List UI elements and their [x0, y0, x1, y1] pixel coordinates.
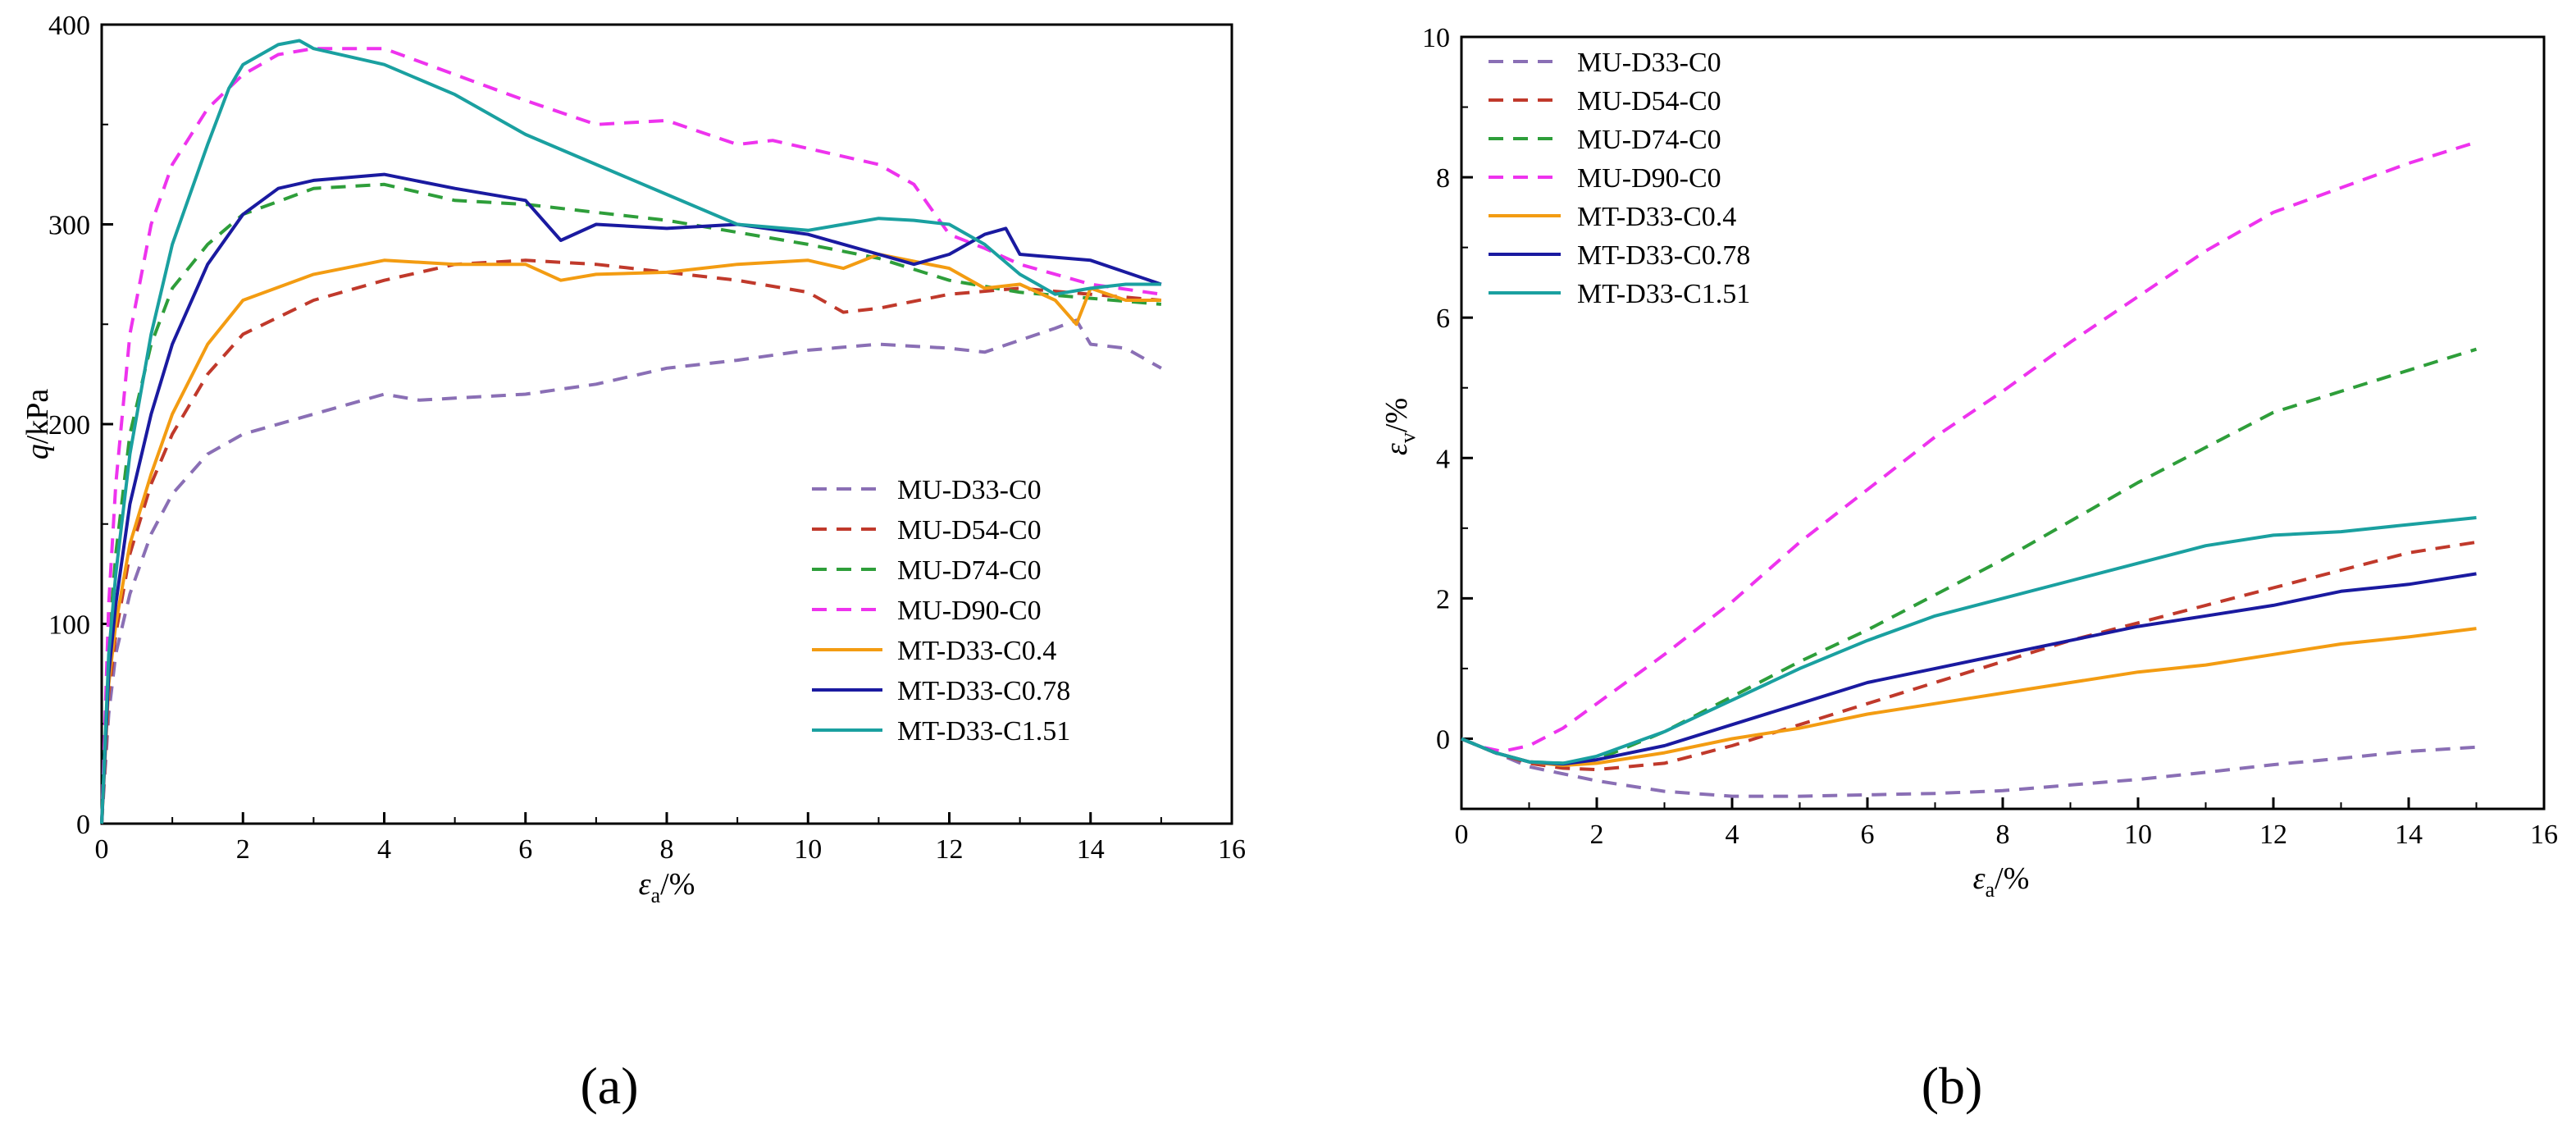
- legend-label: MT-D33-C1.51: [897, 716, 1070, 747]
- y-tick-label: 100: [48, 610, 90, 641]
- x-axis-symbol: ε: [1973, 861, 1986, 896]
- y-tick-label: 300: [48, 211, 90, 241]
- y-tick-label: 10: [1422, 23, 1450, 53]
- legend-label: MU-D54-C0: [897, 515, 1042, 546]
- y-axis-symbol: q: [21, 444, 55, 459]
- x-axis-unit: /%: [660, 867, 695, 902]
- y-tick-label: 6: [1436, 304, 1450, 334]
- x-tick-label: 10: [2124, 820, 2152, 850]
- y-axis-label: εv/%: [1379, 398, 1420, 455]
- series-line-mt-d33-c1-51: [100, 39, 1161, 824]
- series-line-mu-d74-c0: [1461, 347, 2478, 765]
- series-line-mt-d33-c1-51: [1461, 516, 2477, 765]
- legend-label: MU-D54-C0: [1577, 86, 1721, 116]
- series-line-mt-d33-c0-78: [100, 172, 1162, 824]
- x-tick-label: 8: [660, 834, 674, 865]
- x-tick-label: 2: [1590, 820, 1604, 850]
- series-line-mu-d90-c0: [1461, 140, 2478, 753]
- legend-label: MT-D33-C0.78: [897, 676, 1070, 706]
- x-axis-label: εa/%: [1973, 861, 2030, 902]
- x-tick-label: 6: [1861, 820, 1875, 850]
- y-tick-label: 8: [1436, 163, 1450, 194]
- y-tick-label: 4: [1436, 444, 1450, 474]
- legend: MU-D33-C0 MU-D54-C0 MU-D74-C0 MU-D90-C0 MT-D…: [812, 475, 1070, 747]
- legend-label: MT-D33-C1.51: [1577, 279, 1750, 309]
- series-line-mt-d33-c0-78: [1461, 572, 2477, 766]
- series-line-mu-d90-c0: [100, 47, 1162, 824]
- x-axis-subscript: a: [1986, 878, 1995, 902]
- y-axis-subscript: v: [1396, 432, 1420, 443]
- x-tick-label: 4: [377, 834, 391, 865]
- x-tick-label: 14: [2395, 820, 2423, 850]
- x-tick-label: 16: [1218, 834, 1246, 865]
- x-tick-label: 4: [1726, 820, 1739, 850]
- series-line-mu-d54-c0: [100, 258, 1162, 824]
- x-tick-label: 0: [1455, 820, 1469, 850]
- y-tick-label: 400: [48, 11, 90, 41]
- y-axis-symbol: ε: [1379, 443, 1414, 455]
- legend-label: MU-D33-C0: [1577, 48, 1721, 78]
- x-tick-label: 10: [794, 834, 822, 865]
- x-tick-label: 2: [236, 834, 250, 865]
- legend-label: MU-D33-C0: [897, 475, 1042, 505]
- y-axis-unit: /kPa: [21, 389, 55, 445]
- y-axis-label: q/kPa: [21, 389, 55, 460]
- x-tick-label: 12: [2259, 820, 2287, 850]
- legend-label: MU-D74-C0: [1577, 125, 1721, 155]
- x-axis-subscript: a: [651, 884, 661, 907]
- legend-label: MT-D33-C0.4: [897, 636, 1056, 666]
- x-axis-label: εa/%: [639, 867, 695, 907]
- x-axis-symbol: ε: [639, 867, 651, 902]
- series-line-mt-d33-c0-4: [100, 253, 1161, 824]
- panel-label: (a): [580, 1057, 638, 1115]
- series-line-mt-d33-c0-4: [1461, 627, 2477, 767]
- y-axis-unit: /%: [1379, 398, 1414, 432]
- series-line-mu-d33-c0: [100, 318, 1162, 824]
- x-tick-label: 6: [518, 834, 532, 865]
- x-axis-unit: /%: [1995, 861, 2029, 896]
- panel-b-chart: 0 2 4 6 8 10 12 14 160246810MU-D33-C0MU-D54-C0MU…: [1379, 23, 2558, 1115]
- x-tick-label: 16: [2530, 820, 2558, 850]
- legend-label: MU-D74-C0: [897, 555, 1042, 586]
- legend-label: MU-D90-C0: [897, 596, 1042, 626]
- legend: MU-D33-C0 MU-D54-C0 MU-D74-C0 MU-D90-C0 MT-D…: [1489, 48, 1750, 309]
- series-line-mu-d54-c0: [1461, 540, 2477, 772]
- x-tick-label: 8: [1996, 820, 2010, 850]
- x-tick-label: 0: [95, 834, 109, 865]
- y-tick-label: 200: [48, 410, 90, 441]
- panel-a-chart: 0 2 4 6 8 10 12 14 16 0 100 200 300 400 MU-D33-C0 MU-D5…: [21, 11, 1246, 1115]
- series-line-mu-d33-c0: [1461, 737, 2477, 798]
- legend-label: MT-D33-C0.78: [1577, 240, 1750, 271]
- legend-label: MU-D90-C0: [1577, 163, 1721, 194]
- y-tick-label: 0: [76, 810, 90, 840]
- x-tick-label: 12: [936, 834, 964, 865]
- y-tick-label: 0: [1436, 724, 1450, 755]
- x-tick-label: 14: [1077, 834, 1105, 865]
- panel-label: (b): [1922, 1057, 1983, 1115]
- y-tick-label: 2: [1436, 584, 1450, 614]
- legend-label: MT-D33-C0.4: [1577, 202, 1736, 232]
- series-line-mu-d74-c0: [100, 182, 1162, 824]
